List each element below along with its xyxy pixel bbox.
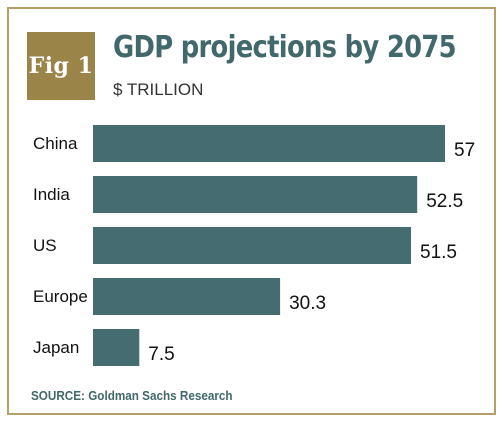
- category-label-india: India: [33, 185, 70, 204]
- bar-india: [93, 176, 418, 213]
- bar-japan: [93, 329, 140, 366]
- value-label-us: 51.5: [420, 242, 457, 263]
- bar-china: [93, 125, 445, 162]
- category-label-us: US: [33, 236, 57, 255]
- value-label-india: 52.5: [426, 191, 463, 212]
- chart-title: GDP projections by 2075: [113, 30, 457, 65]
- category-label-japan: Japan: [33, 338, 79, 357]
- chart-subtitle: $ TRILLION: [113, 80, 204, 99]
- category-label-china: China: [33, 134, 78, 153]
- bar-us: [93, 227, 411, 264]
- value-label-japan: 7.5: [148, 344, 174, 365]
- category-label-europe: Europe: [33, 287, 88, 306]
- bar-europe: [93, 278, 281, 315]
- figure-badge: Fig 1: [27, 32, 95, 100]
- source-note: SOURCE: Goldman Sachs Research: [31, 388, 233, 403]
- value-label-europe: 30.3: [289, 293, 326, 314]
- value-label-china: 57: [454, 140, 475, 161]
